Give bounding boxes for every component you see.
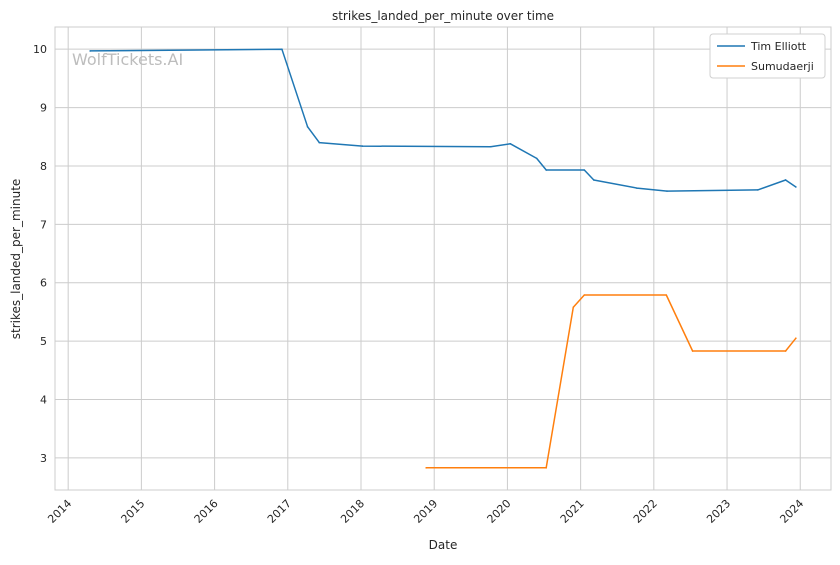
legend-label-tim-elliott: Tim Elliott [750,40,807,53]
x-tick-label: 2023 [704,497,733,526]
plot-frame [54,26,832,491]
data-point [509,142,512,145]
data-point [691,350,694,352]
series-line-tim-elliott [90,48,797,192]
data-point [583,294,586,296]
x-tick-label: 2017 [265,497,294,526]
data-point [306,126,309,128]
series-layer [89,48,797,469]
x-axis-label: Date [429,538,458,552]
data-point [665,294,668,296]
data-point [583,169,586,171]
x-tick-label: 2015 [119,497,148,526]
y-tick-label: 5 [40,335,47,348]
data-point [795,337,797,339]
y-tick-label: 10 [33,43,47,56]
y-tick-label: 7 [40,218,47,231]
x-tick-label: 2018 [338,497,367,526]
y-tick-label: 8 [40,160,47,173]
data-point [545,169,548,171]
legend: Tim Elliott Sumudaerji [709,33,826,79]
data-point [666,190,668,192]
x-tick-label: 2019 [411,497,440,526]
data-point [784,350,787,352]
chart-title: strikes_landed_per_minute over time [332,9,554,23]
data-point [425,467,427,469]
data-point [756,189,759,191]
legend-box [709,33,826,79]
data-point [535,157,538,160]
x-tick-label: 2022 [631,497,660,526]
legend-label-sumudaerji: Sumudaerji [751,60,814,73]
data-point [89,50,91,52]
series-line-sumudaerji [426,294,797,469]
data-point [489,145,492,148]
data-point [545,467,548,469]
data-point [636,187,638,189]
ticks: 2014 2015 2016 2017 2018 2019 2020 2021 2022 2023… [33,43,806,526]
x-tick-label: 2016 [192,497,221,526]
grid [55,27,831,490]
y-tick-label: 6 [40,277,47,290]
x-tick-label: 2014 [45,497,74,526]
watermark: WolfTickets.AI [72,50,183,69]
data-point [318,141,321,144]
y-axis-label: strikes_landed_per_minute [9,179,23,340]
data-point [784,179,787,181]
data-point [572,306,575,309]
data-point [361,145,364,147]
x-tick-label: 2020 [485,497,514,526]
data-point [593,179,595,181]
y-tick-label: 9 [40,102,47,115]
data-point [795,186,797,188]
y-tick-label: 4 [40,394,47,407]
x-tick-label: 2024 [777,497,806,526]
x-tick-label: 2021 [558,497,587,526]
y-tick-label: 3 [40,452,47,465]
data-point [281,48,283,50]
